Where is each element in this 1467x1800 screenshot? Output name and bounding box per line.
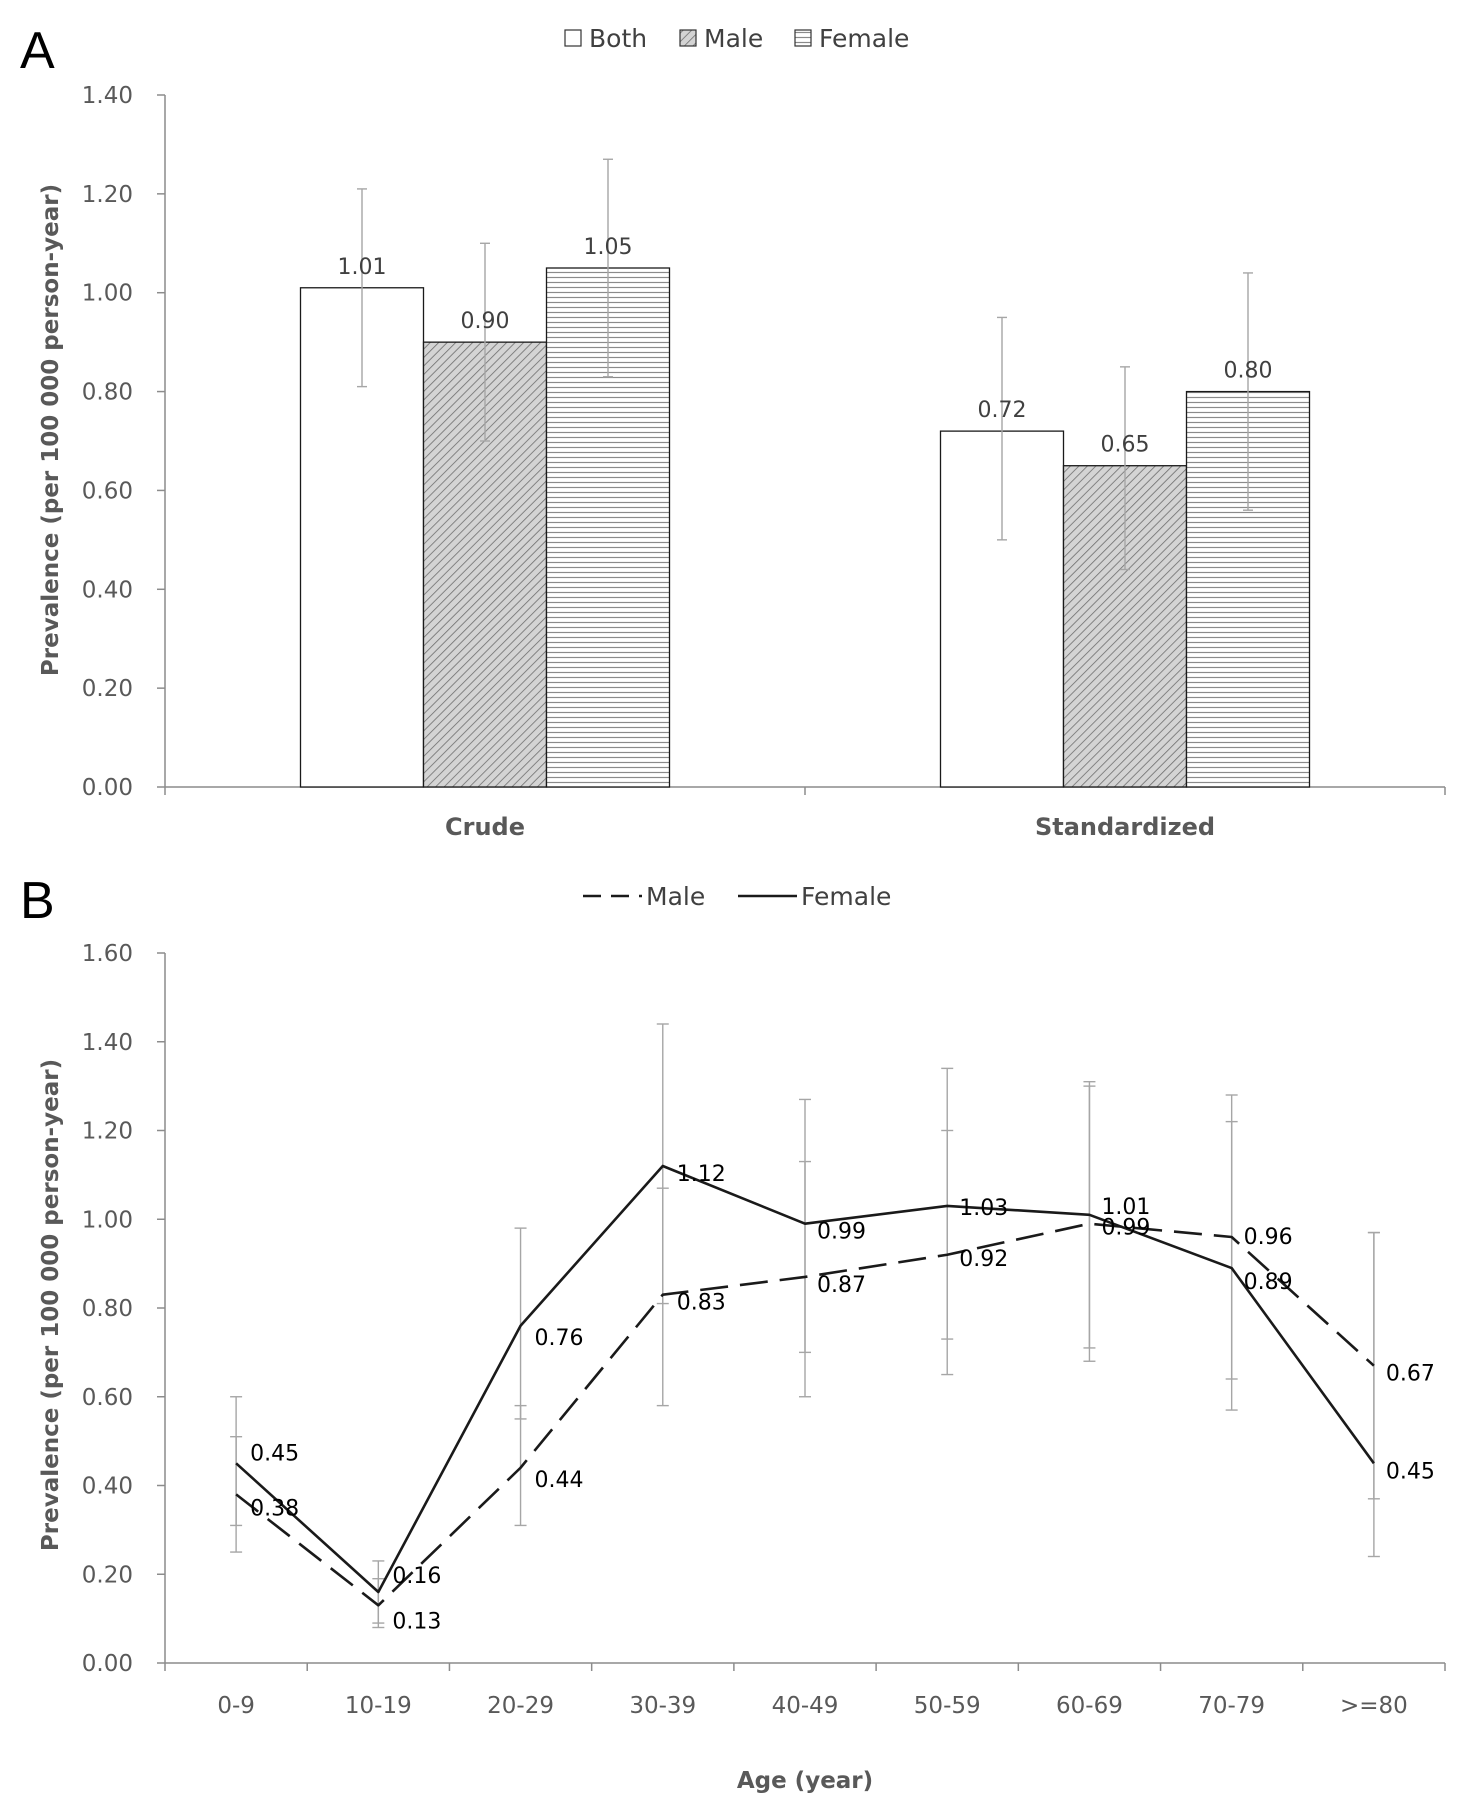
panel-a-legend: Both Male Female <box>564 24 909 53</box>
data-label: 0.90 <box>461 309 510 334</box>
panel-b-axes: 0.00 0.20 0.40 0.60 0.80 1.00 1.20 1.40 1.60 0-9 1… <box>82 941 1446 1719</box>
data-label-female: 0.16 <box>392 1564 441 1589</box>
data-label-female: 0.45 <box>250 1441 299 1466</box>
data-label: 0.72 <box>978 398 1027 423</box>
data-label-female: 0.45 <box>1386 1459 1435 1484</box>
data-label-male: 0.99 <box>1101 1216 1150 1241</box>
data-label-male: 0.83 <box>677 1291 726 1316</box>
x-category-label: 50-59 <box>914 1693 981 1719</box>
x-category-label: 0-9 <box>217 1693 255 1719</box>
line-series-female <box>235 1164 1375 1594</box>
legend-label-male: Male <box>646 882 705 911</box>
panel-letter-b: B <box>20 872 55 930</box>
line-series-male <box>235 1222 1375 1607</box>
panel-b-legend: Male Female <box>583 882 891 911</box>
data-label-female: 1.03 <box>959 1196 1008 1221</box>
legend-swatch-male <box>679 29 697 47</box>
y-tick-label: 1.00 <box>82 281 133 307</box>
x-category-label: 20-29 <box>487 1693 554 1719</box>
y-tick-label: 0.60 <box>82 478 133 504</box>
panel-b-error-bars <box>230 1023 1380 1629</box>
x-category-label: 40-49 <box>772 1693 839 1719</box>
y-tick-label: 1.00 <box>82 1207 133 1233</box>
data-label-female: 0.76 <box>535 1326 584 1351</box>
y-tick-label: 0.80 <box>82 1296 133 1322</box>
data-label: 1.01 <box>338 255 387 280</box>
panel-a-data-labels: 1.01 0.90 1.05 0.72 0.65 0.80 <box>338 235 1273 458</box>
x-category-label: >=80 <box>1340 1693 1408 1719</box>
x-category-label: 30-39 <box>629 1693 696 1719</box>
data-label-male: 0.38 <box>250 1496 299 1521</box>
panel-a-y-axis-title: Prevalence (per 100 000 person-year) <box>38 184 64 676</box>
panel-a-error-bars <box>357 158 1253 571</box>
panel-b-y-axis-title: Prevalence (per 100 000 person-year) <box>38 1059 64 1551</box>
legend-swatch-female <box>794 29 812 47</box>
legend-label-both: Both <box>589 24 647 53</box>
x-category-label: 10-19 <box>345 1693 412 1719</box>
legend-label-male: Male <box>704 24 763 53</box>
x-category-label: Crude <box>445 813 525 841</box>
y-tick-label: 0.80 <box>82 380 133 406</box>
y-tick-label: 0.40 <box>82 1474 133 1500</box>
legend-label-female: Female <box>801 882 891 911</box>
data-label: 0.65 <box>1101 433 1150 458</box>
data-label-female: 1.12 <box>677 1162 726 1187</box>
y-tick-label: 0.60 <box>82 1385 133 1411</box>
panel-b-data-labels: 0.38 0.13 0.44 0.83 0.87 0.92 0.99 0.96 0.67 0.45… <box>250 1162 1435 1634</box>
y-tick-label: 0.00 <box>82 775 133 801</box>
data-label-female: 0.99 <box>817 1220 866 1245</box>
data-label-female: 0.89 <box>1244 1270 1293 1295</box>
panel-letter-a: A <box>20 22 55 80</box>
panel-a-axes: 0.00 0.20 0.40 0.60 0.80 1.00 1.20 1.40 Crude Sta… <box>82 83 1446 841</box>
data-label: 0.80 <box>1224 359 1273 384</box>
y-tick-label: 1.40 <box>82 83 133 109</box>
y-tick-label: 0.40 <box>82 577 133 603</box>
y-tick-label: 1.60 <box>82 941 133 967</box>
y-tick-label: 0.20 <box>82 1562 133 1588</box>
y-tick-label: 0.20 <box>82 676 133 702</box>
panel-a-bars <box>299 267 1311 788</box>
y-tick-label: 1.40 <box>82 1030 133 1056</box>
data-label-female: 1.01 <box>1101 1195 1150 1220</box>
x-category-label: Standardized <box>1035 813 1215 841</box>
legend-swatch-both <box>564 29 582 47</box>
data-label-male: 0.44 <box>535 1468 584 1493</box>
legend-label-female: Female <box>819 24 909 53</box>
data-label: 1.05 <box>584 235 633 260</box>
panel-b-x-axis-title: Age (year) <box>737 1768 873 1794</box>
y-tick-label: 1.20 <box>82 182 133 208</box>
data-label-male: 0.96 <box>1244 1225 1293 1250</box>
panel-b-lines <box>235 1164 1375 1607</box>
data-label-male: 0.92 <box>959 1247 1008 1272</box>
y-tick-label: 1.20 <box>82 1119 133 1145</box>
y-tick-label: 0.00 <box>82 1651 133 1677</box>
data-label-male: 0.13 <box>392 1609 441 1634</box>
data-label-male: 0.87 <box>817 1273 866 1298</box>
x-category-label: 70-79 <box>1198 1693 1265 1719</box>
x-category-label: 60-69 <box>1056 1693 1123 1719</box>
data-label-male: 0.67 <box>1386 1362 1435 1387</box>
